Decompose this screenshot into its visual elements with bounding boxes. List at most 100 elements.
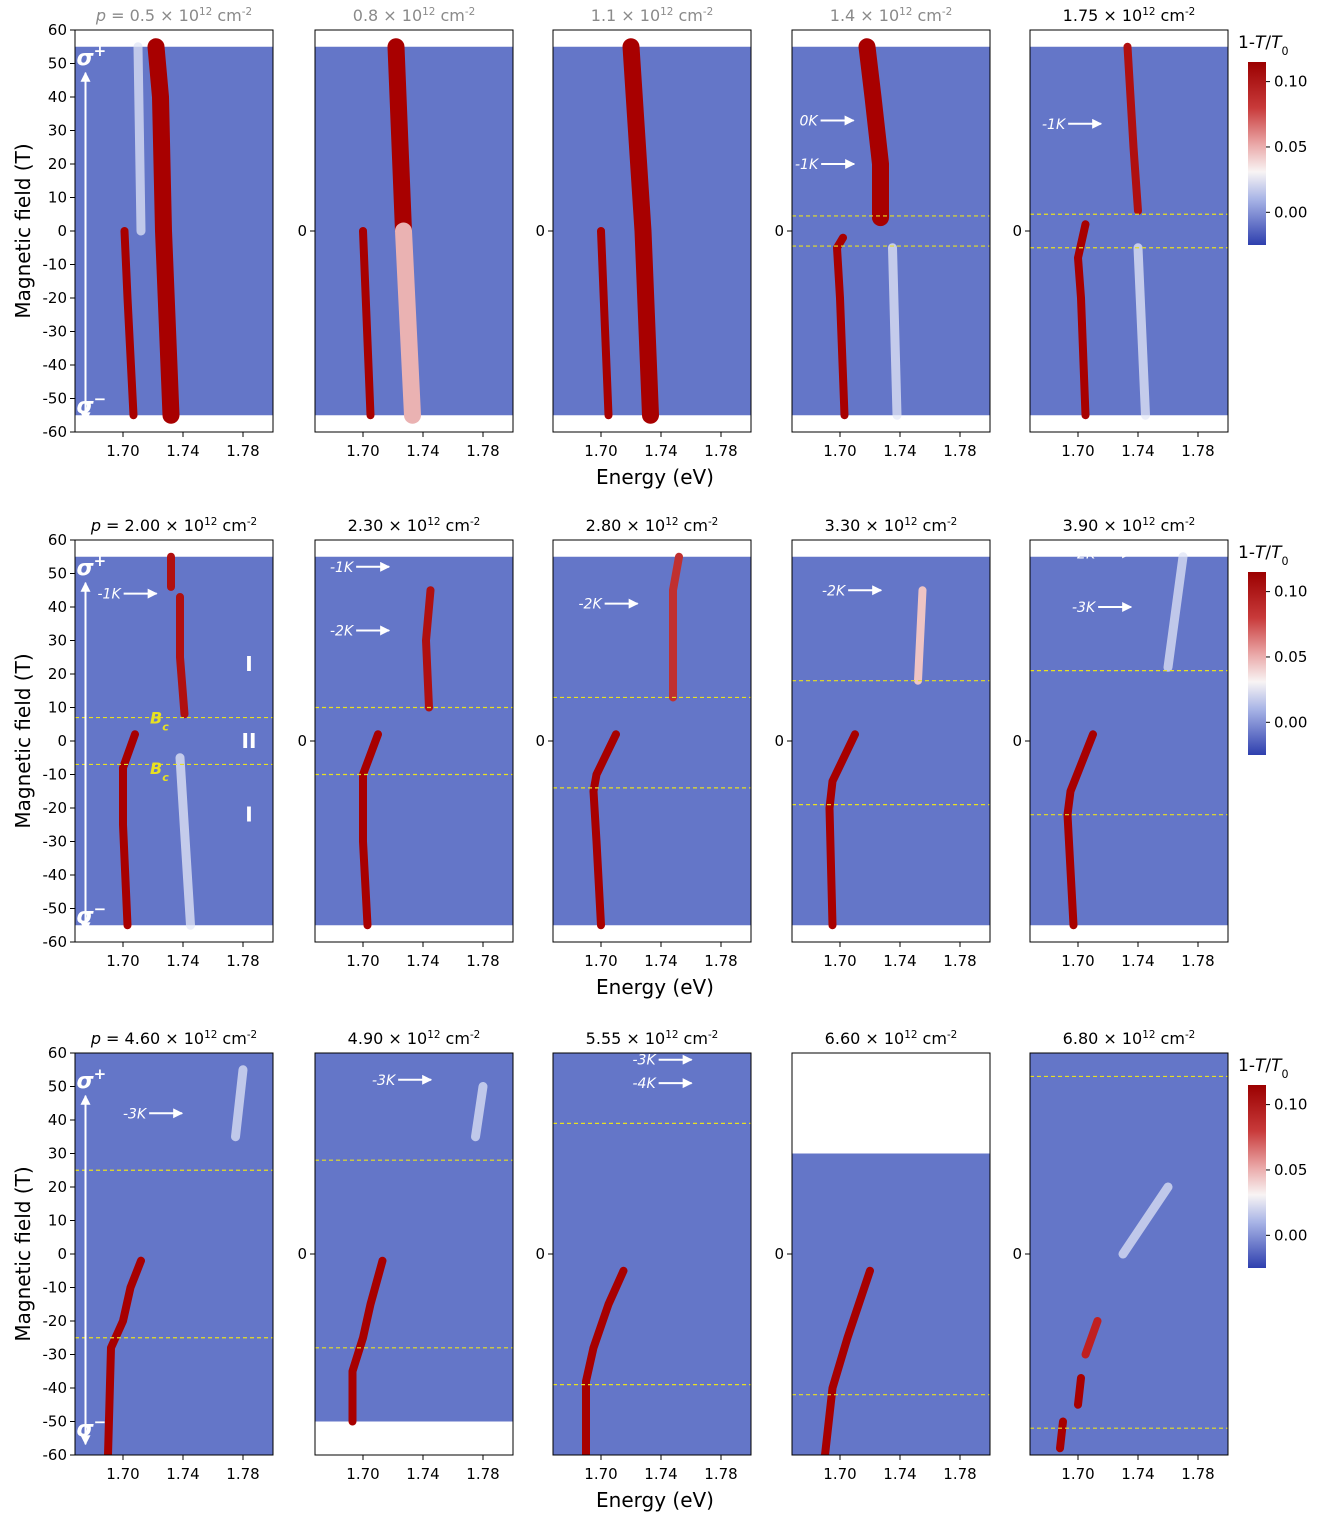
plot-area	[315, 38, 513, 424]
y-tick-label: 60	[48, 1044, 67, 1062]
y-tick-label: -30	[43, 833, 68, 851]
trace	[1163, 552, 1188, 672]
x-tick-label: 1.74	[883, 952, 916, 970]
y-tick-label: -10	[43, 256, 68, 274]
x-tick-label: 1.78	[704, 442, 737, 460]
plot-area	[553, 552, 751, 930]
text-part: p	[95, 6, 106, 25]
x-tick-label: 1.78	[466, 442, 499, 460]
heatmap	[1030, 1053, 1228, 1455]
sigma-label: σ+	[77, 1065, 107, 1094]
text-part: cm	[435, 6, 464, 25]
x-tick-label: 1.78	[943, 952, 976, 970]
text-part: /	[1265, 1056, 1271, 1076]
trace	[825, 730, 859, 930]
text-part: -2	[708, 516, 718, 528]
trace	[395, 222, 421, 424]
y-tick-label: -20	[43, 289, 68, 307]
x-tick-label: 1.70	[584, 442, 617, 460]
y-tick-label: 0	[535, 1245, 545, 1263]
panel: 1.70 1.74 1.78 0 1.1 × 1012 cm-2	[535, 6, 752, 460]
annotation: -2K	[330, 623, 355, 639]
plot-area	[1030, 1053, 1228, 1455]
y-tick-label: -40	[43, 356, 68, 374]
panel: 1.70 1.74 1.78 0 3.90 × 1012 cm-2 -2K -3K	[1012, 516, 1229, 970]
y-tick-label: 0	[535, 222, 545, 240]
annotation: -2K	[822, 583, 847, 599]
x-tick-label: 1.70	[346, 1465, 379, 1483]
panel-title: 3.30 × 1012 cm-2	[825, 516, 958, 535]
y-tick-label: 0	[535, 732, 545, 750]
x-tick-label: 1.78	[943, 1465, 976, 1483]
text-part: cm	[212, 6, 241, 25]
y-axis-label: Magnetic field (T)	[11, 653, 35, 828]
trace	[1081, 1317, 1102, 1359]
y-tick-label: -40	[43, 1379, 68, 1397]
trace	[359, 227, 375, 420]
text-part: 1.1 × 10	[591, 6, 660, 25]
text-part: -2	[247, 1029, 257, 1041]
panel: 1.70 1.74 1.78 60 50 40 30 20 10 0 -10 -20 -30 -40 -50…	[43, 6, 274, 460]
text-part: T	[1255, 33, 1267, 53]
trace	[597, 227, 613, 420]
y-tick-label: 40	[48, 1111, 67, 1129]
trace	[176, 592, 189, 719]
x-tick-label: 1.78	[943, 442, 976, 460]
text-part: cm	[1155, 516, 1184, 535]
trace	[147, 38, 180, 424]
text-part: cm	[678, 1029, 707, 1048]
panel-title: 4.90 × 1012 cm-2	[348, 1029, 481, 1048]
heatmap	[75, 556, 273, 926]
region-label: I	[245, 652, 252, 676]
sigma-sign: +	[94, 1065, 107, 1083]
text-part: cm	[440, 1029, 469, 1048]
x-tick-label: 1.70	[823, 952, 856, 970]
trace	[1056, 1417, 1067, 1453]
y-tick-label: -50	[43, 1413, 68, 1431]
sigma-sign: +	[94, 42, 107, 60]
trace	[133, 42, 146, 236]
y-tick-label: -50	[43, 900, 68, 918]
x-tick-label: 1.74	[644, 952, 677, 970]
bc-sub: c	[162, 770, 169, 783]
y-tick-label: 40	[48, 598, 67, 616]
x-tick-label: 1.70	[106, 1465, 139, 1483]
row-labels: Magnetic field (T) Energy (eV) 0.00 0.05 0.1…	[11, 33, 1307, 489]
region-label: I	[245, 803, 252, 827]
y-tick-label: 0	[297, 1245, 307, 1263]
text-part: /	[1265, 543, 1271, 563]
heatmap	[315, 556, 513, 926]
text-part: = 0.5 × 10	[106, 6, 199, 25]
text-part: -2	[1185, 516, 1195, 528]
annotation: -2K	[579, 597, 604, 613]
plot-area	[75, 1053, 273, 1455]
panel-title: 2.80 × 1012 cm-2	[586, 516, 719, 535]
text-part: 1-	[1238, 543, 1255, 563]
bc-sub: c	[162, 720, 169, 733]
text-part: 0	[1281, 555, 1288, 568]
panel-title: p = 0.5 × 1012 cm-2	[95, 6, 252, 25]
y-tick-label: 50	[48, 1078, 67, 1096]
text-part: 2.80 × 10	[586, 516, 666, 535]
text-part: T	[1271, 543, 1283, 563]
text-part: cm	[917, 1029, 946, 1048]
annotation: -1K	[1042, 117, 1067, 133]
x-tick-label: 1.78	[226, 1465, 259, 1483]
y-tick-label: -50	[43, 390, 68, 408]
panel: 1.70 1.74 1.78 0 0.8 × 1012 cm-2	[297, 6, 514, 460]
bc-symbol: B	[150, 759, 162, 778]
x-tick-label: 1.78	[1181, 1465, 1214, 1483]
text-part: cm	[1155, 1029, 1184, 1048]
panel-title: 5.55 × 1012 cm-2	[586, 1029, 719, 1048]
trace	[104, 1256, 145, 1455]
text-part: -2	[242, 6, 252, 18]
trace	[387, 38, 412, 240]
y-tick-label: -10	[43, 1279, 68, 1297]
x-tick-label: 1.78	[704, 952, 737, 970]
text-part: T	[1271, 1056, 1283, 1076]
annotation: -3K	[123, 1106, 148, 1122]
plot-area	[315, 1053, 513, 1426]
panel: 1.70 1.74 1.78 0 6.80 × 1012 cm-2	[1012, 1029, 1229, 1483]
